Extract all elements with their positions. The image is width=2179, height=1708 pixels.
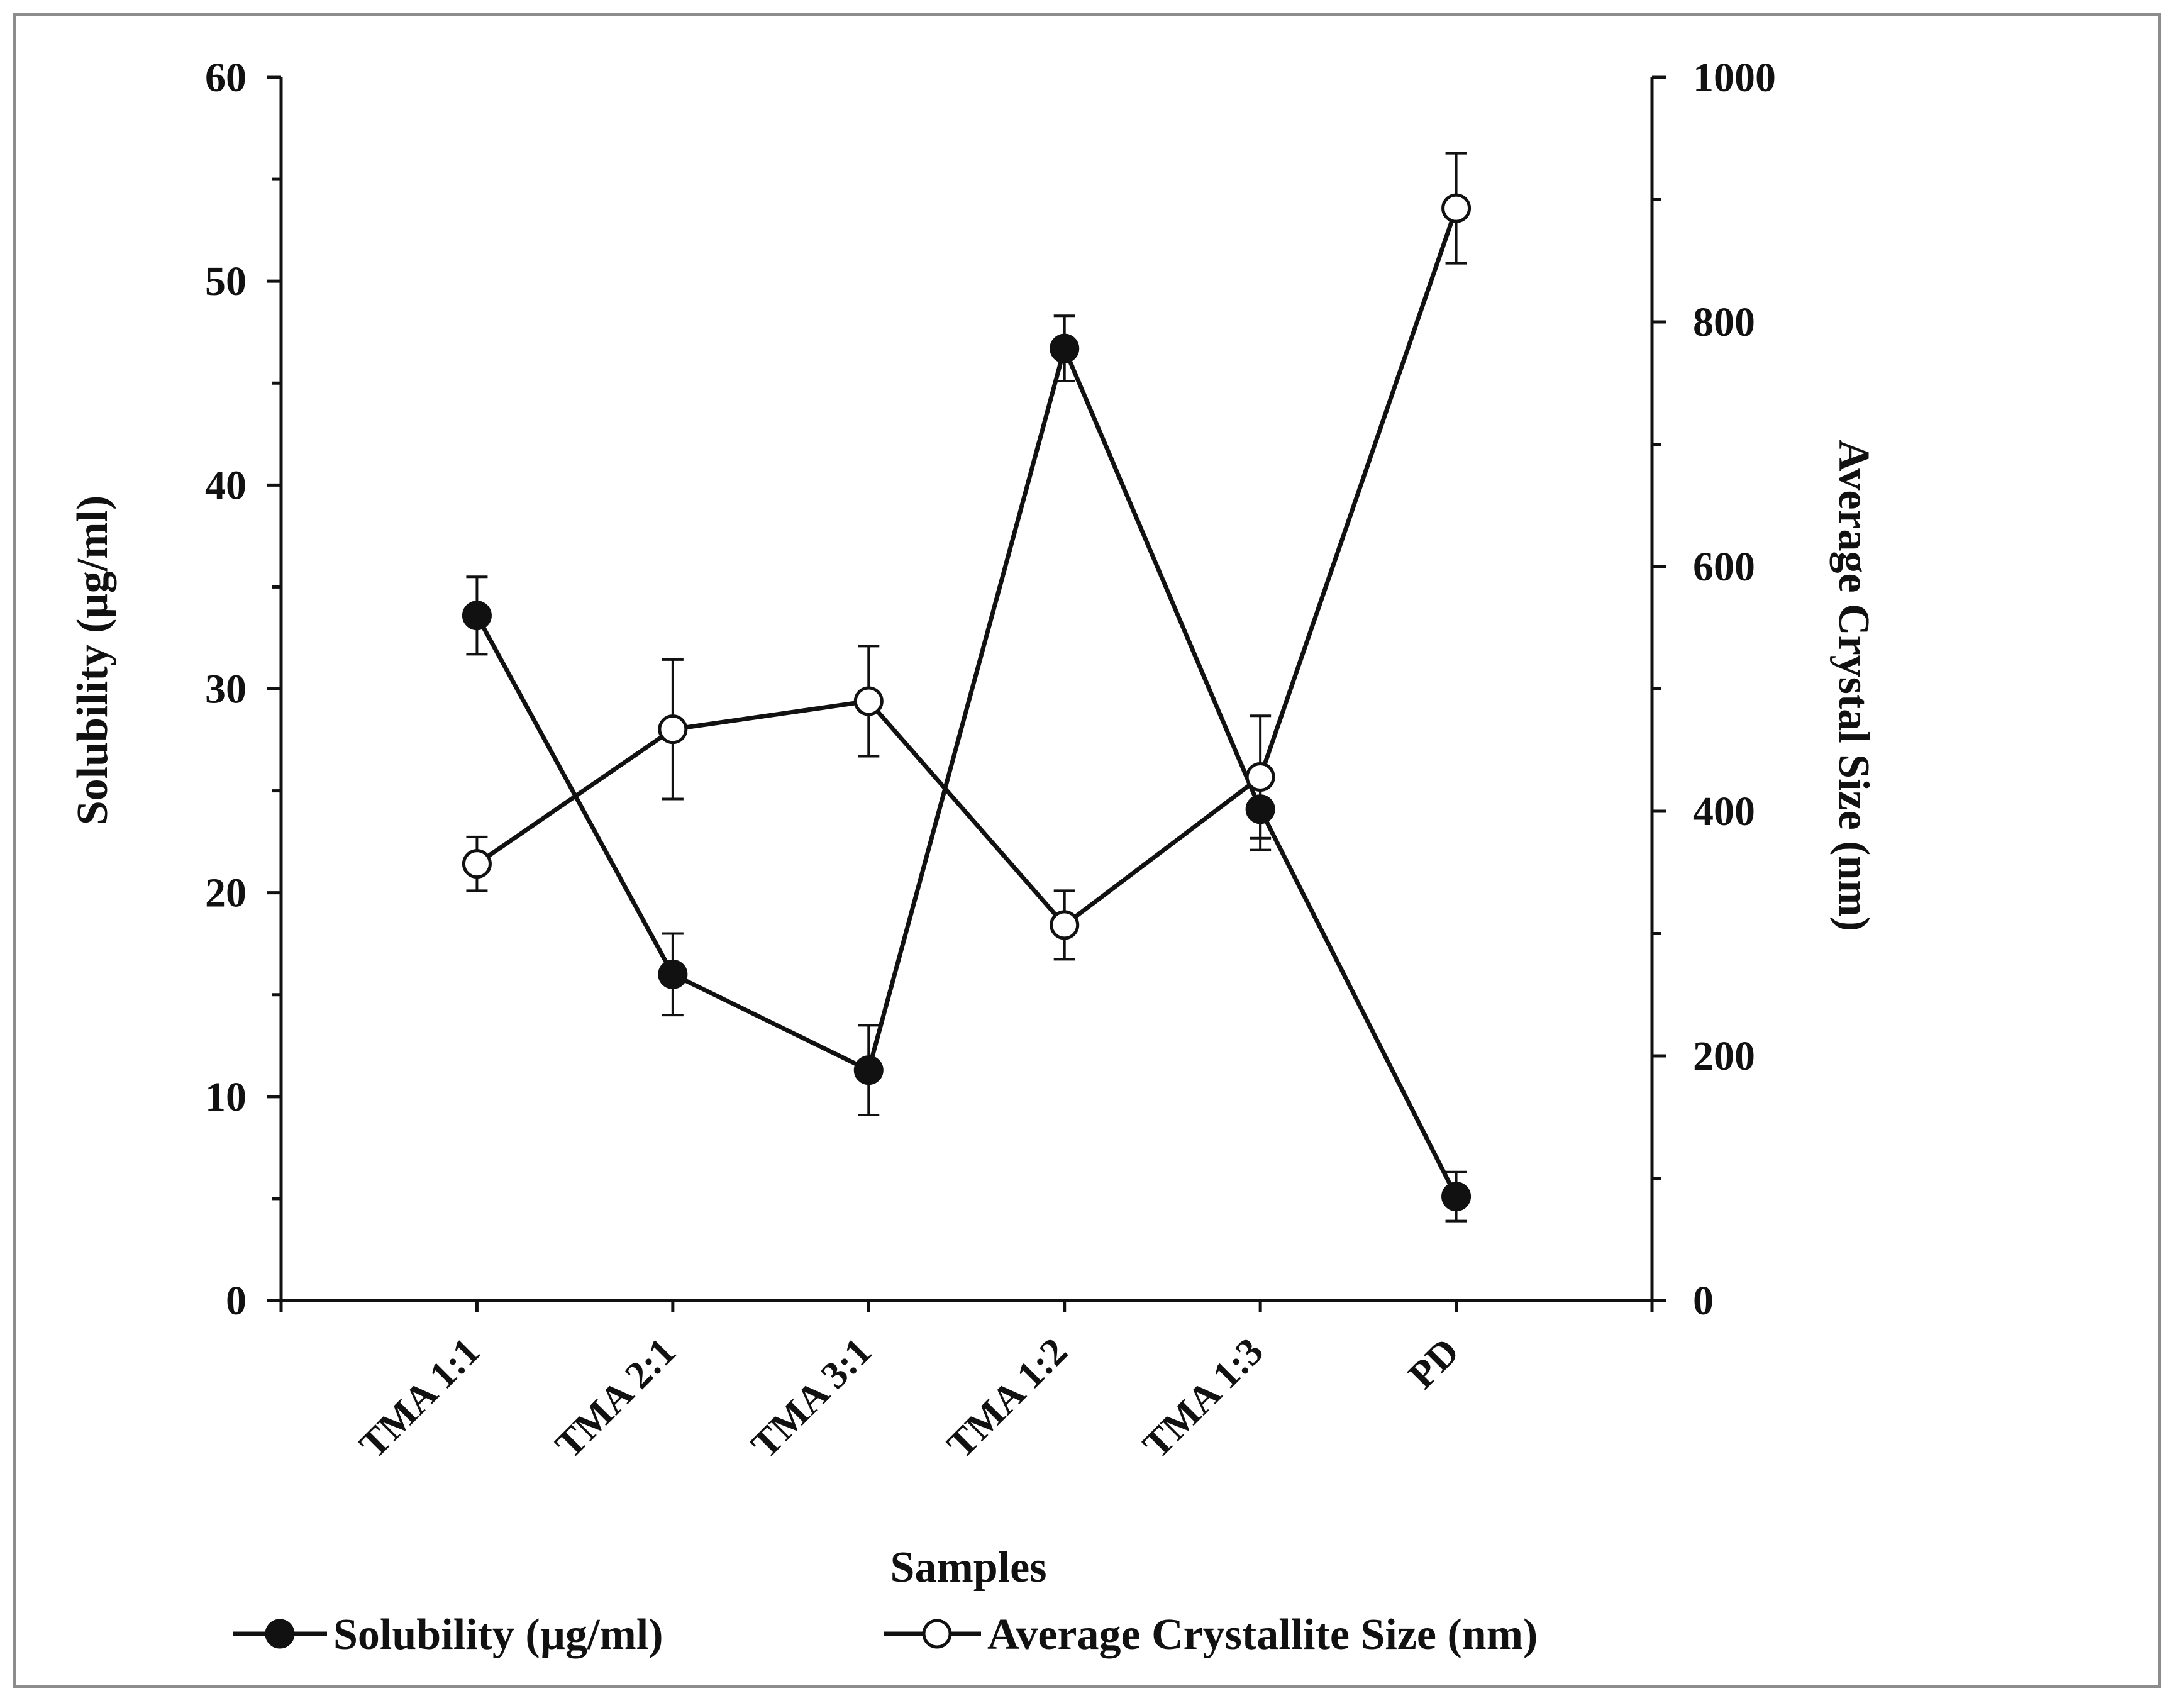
crystallite-point bbox=[853, 686, 884, 716]
legend-marker-crystallite bbox=[922, 1619, 952, 1649]
legend-label-crystallite: Average Crystallite Size (nm) bbox=[987, 1611, 1538, 1659]
solubility-point bbox=[1050, 333, 1080, 363]
x-axis-title: Samples bbox=[890, 1543, 1047, 1592]
y-axis-title: Solubility (µg/ml) bbox=[69, 496, 117, 826]
x-category-label: PD bbox=[1400, 1330, 1468, 1397]
y2-tick-label: 0 bbox=[1693, 1278, 1714, 1324]
crystallite-point bbox=[462, 849, 492, 879]
figure-frame bbox=[13, 13, 2161, 1688]
y-tick-label: 10 bbox=[205, 1074, 247, 1120]
y2-tick-label: 800 bbox=[1693, 299, 1755, 345]
y-tick-label: 60 bbox=[205, 55, 247, 101]
y2-tick-label: 200 bbox=[1693, 1033, 1755, 1079]
solubility-point bbox=[853, 1055, 884, 1085]
y-tick-label: 50 bbox=[205, 258, 247, 304]
x-category-label: TMA 1:3 bbox=[1135, 1330, 1272, 1467]
solubility-point bbox=[462, 601, 492, 631]
crystallite-point bbox=[1441, 193, 1472, 223]
x-category-label: TMA 1:2 bbox=[939, 1330, 1075, 1467]
y2-axis-title: Average Crystal Size (nm) bbox=[1829, 440, 1878, 931]
y2-tick-label: 400 bbox=[1693, 789, 1755, 835]
x-category-label: TMA 2:1 bbox=[547, 1330, 684, 1467]
y2-tick-label: 1000 bbox=[1693, 55, 1776, 101]
y-tick-label: 0 bbox=[226, 1278, 247, 1324]
legend-label-solubility: Solubility (µg/ml) bbox=[333, 1611, 663, 1659]
legend-item-solubility: Solubility (µg/ml) bbox=[233, 1611, 663, 1659]
x-category-label: TMA 3:1 bbox=[743, 1330, 880, 1467]
y-tick-label: 40 bbox=[205, 462, 247, 508]
crystallite-point bbox=[658, 714, 688, 745]
crystallite-line bbox=[475, 207, 1458, 928]
legend-marker-solubility bbox=[265, 1619, 295, 1649]
legend-item-crystallite: Average Crystallite Size (nm) bbox=[884, 1611, 1538, 1659]
y-tick-label: 30 bbox=[205, 667, 247, 713]
series-layer bbox=[462, 152, 1472, 1223]
x-category-label: TMA 1:1 bbox=[352, 1330, 488, 1467]
legend: Solubility (µg/ml) Average Crystallite S… bbox=[233, 1611, 1538, 1659]
crystallite-point bbox=[1050, 910, 1080, 940]
solubility-point bbox=[1441, 1182, 1472, 1212]
y2-tick-label: 600 bbox=[1693, 544, 1755, 590]
solubility-point bbox=[658, 959, 688, 989]
crystallite-point bbox=[1245, 762, 1275, 792]
y-tick-label: 20 bbox=[205, 870, 247, 916]
solubility-line bbox=[475, 346, 1458, 1198]
